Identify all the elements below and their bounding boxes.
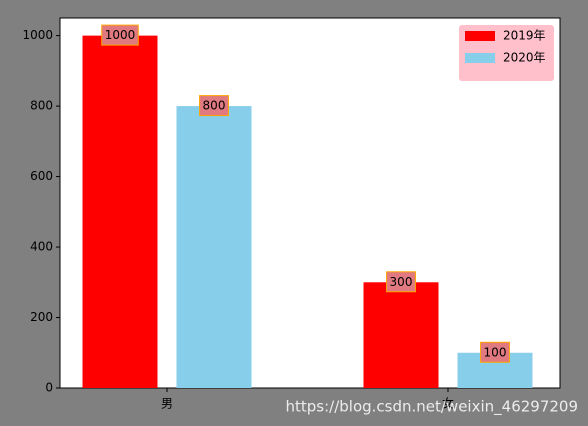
y-tick-label: 600 [30, 169, 53, 183]
y-tick-label: 1000 [22, 28, 53, 42]
y-tick-label: 200 [30, 310, 53, 324]
watermark: https://blog.csdn.net/weixin_46297209 [285, 398, 578, 417]
data-label-box [386, 271, 416, 293]
legend-label: 2019年 [503, 29, 546, 43]
y-tick-label: 400 [30, 240, 53, 254]
legend-swatch [465, 31, 495, 41]
legend-label: 2020年 [503, 51, 546, 65]
data-label: 300 [390, 275, 413, 289]
data-label-box [101, 24, 139, 46]
data-label: 800 [203, 99, 226, 113]
x-tick-label: 男 [161, 397, 173, 411]
data-label-box [480, 341, 510, 363]
bar [363, 282, 439, 388]
y-tick-label: 0 [45, 381, 53, 395]
legend-swatch [465, 53, 495, 63]
bar [82, 35, 158, 388]
data-label: 100 [484, 345, 507, 359]
x-tick-label: 女 [442, 396, 454, 411]
bar [176, 106, 252, 388]
data-label-box [199, 95, 229, 117]
y-tick-label: 800 [30, 99, 53, 113]
data-label: 1000 [105, 28, 136, 42]
